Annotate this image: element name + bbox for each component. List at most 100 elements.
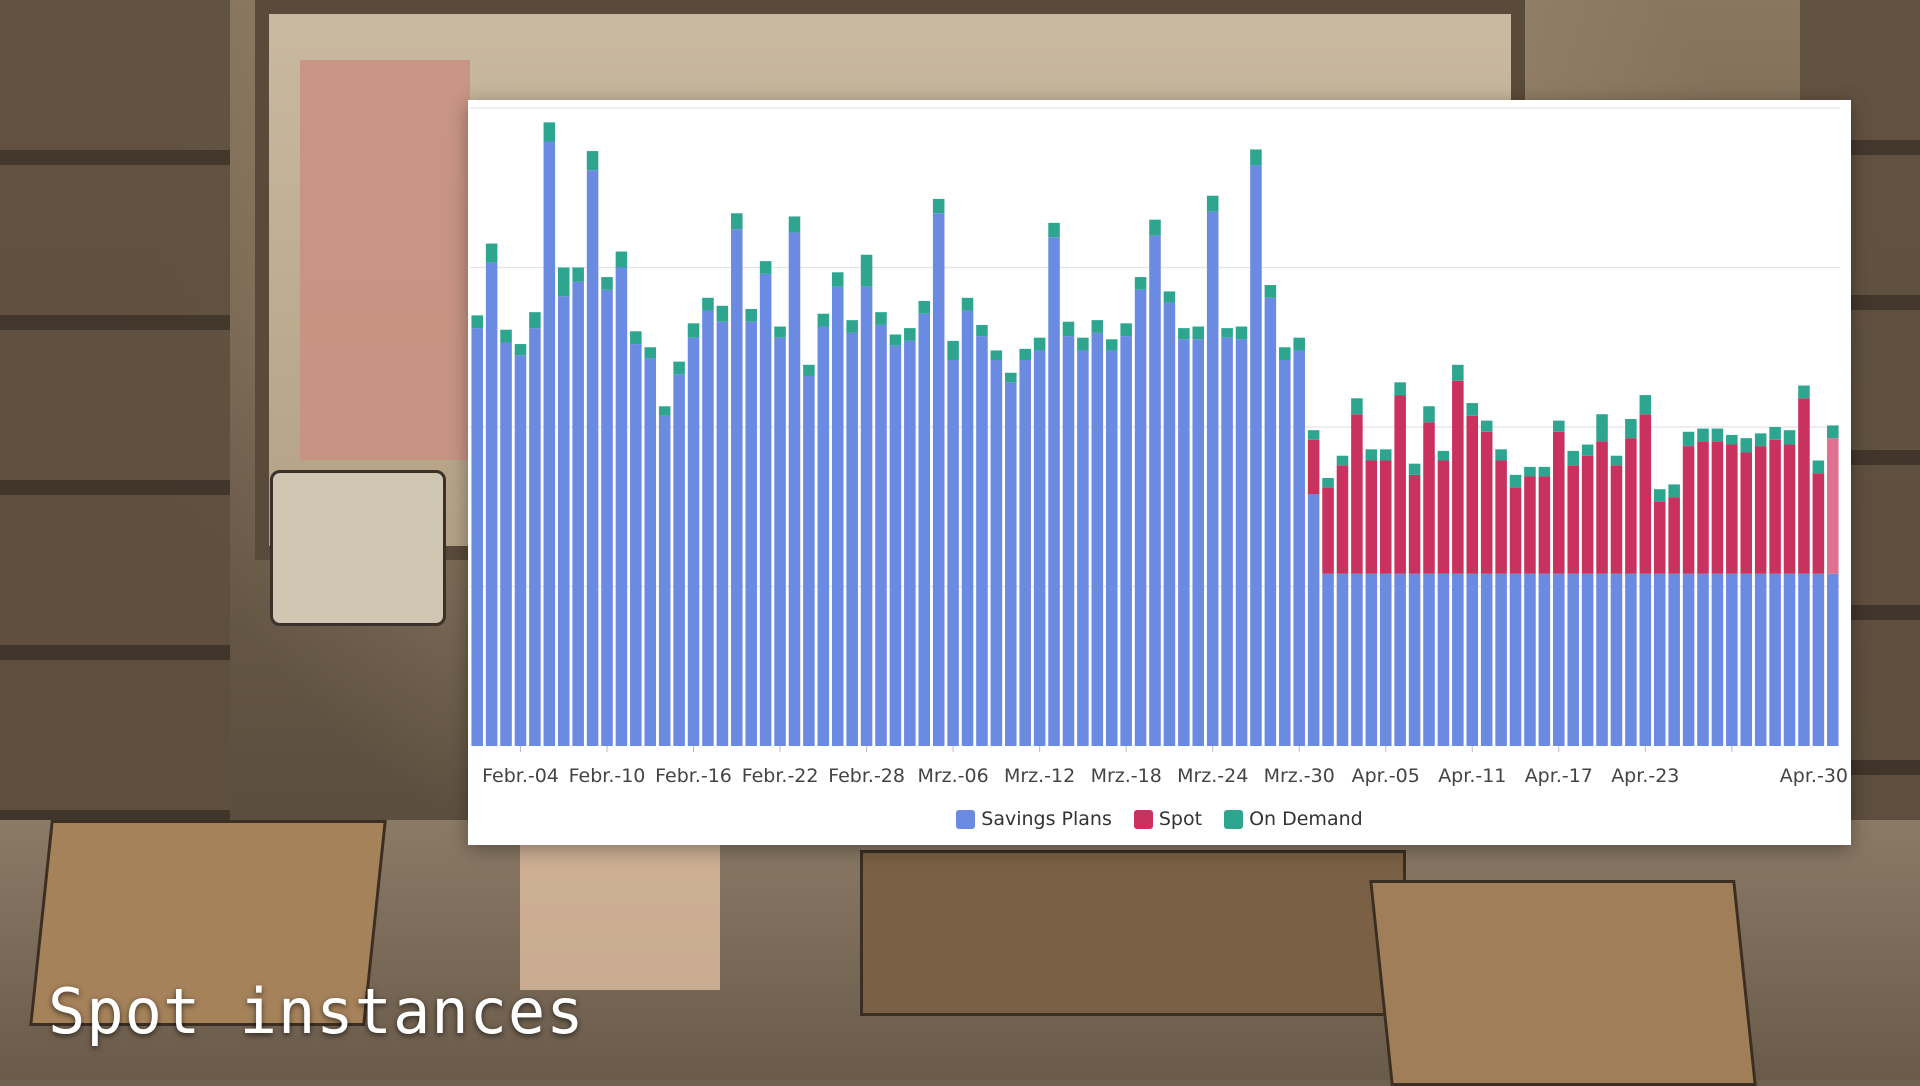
bar-spot[interactable] [1726, 444, 1738, 574]
bar-on-demand[interactable] [961, 297, 974, 311]
bar-savings-plans[interactable] [529, 328, 541, 746]
bar-on-demand[interactable] [990, 350, 1003, 361]
bar-on-demand[interactable] [803, 364, 815, 376]
bar-on-demand[interactable] [514, 344, 527, 356]
bar-savings-plans[interactable] [543, 141, 556, 747]
bar-savings-plans[interactable] [1754, 573, 1767, 746]
bar-savings-plans[interactable] [1653, 573, 1666, 746]
bar-savings-plans[interactable] [1134, 289, 1147, 746]
bar-savings-plans[interactable] [774, 337, 786, 746]
bar-on-demand[interactable] [500, 329, 512, 343]
bar-on-demand[interactable] [1005, 372, 1017, 383]
bar-spot[interactable] [1798, 398, 1810, 574]
bar-on-demand[interactable] [1379, 449, 1392, 461]
bar-on-demand[interactable] [1221, 328, 1233, 338]
bar-savings-plans[interactable] [1235, 339, 1248, 746]
bar-on-demand[interactable] [586, 151, 599, 171]
bar-savings-plans[interactable] [1379, 573, 1392, 746]
bar-on-demand[interactable] [1423, 406, 1435, 423]
bar-savings-plans[interactable] [1062, 336, 1075, 746]
bar-savings-plans[interactable] [1091, 332, 1104, 746]
bar-on-demand[interactable] [658, 406, 671, 416]
bar-savings-plans[interactable] [557, 296, 570, 746]
bar-spot[interactable] [1625, 438, 1637, 574]
bar-savings-plans[interactable] [500, 342, 512, 746]
bar-savings-plans[interactable] [1192, 339, 1205, 746]
bar-savings-plans[interactable] [630, 344, 642, 746]
bar-spot[interactable] [1423, 422, 1435, 574]
bar-on-demand[interactable] [1091, 320, 1104, 333]
bar-on-demand[interactable] [1235, 326, 1248, 340]
bar-savings-plans[interactable] [1437, 573, 1450, 746]
bar-on-demand[interactable] [1048, 222, 1060, 238]
bar-savings-plans[interactable] [1625, 573, 1637, 746]
bar-savings-plans[interactable] [1250, 165, 1262, 747]
bar-savings-plans[interactable] [1423, 573, 1435, 746]
bar-on-demand[interactable] [1783, 430, 1796, 445]
bar-spot[interactable] [1827, 438, 1839, 574]
bar-on-demand[interactable] [1293, 337, 1305, 351]
bar-savings-plans[interactable] [1711, 573, 1724, 746]
bar-savings-plans[interactable] [1726, 573, 1738, 746]
bar-spot[interactable] [1682, 446, 1695, 574]
bar-savings-plans[interactable] [1610, 573, 1623, 746]
bar-on-demand[interactable] [1769, 427, 1781, 440]
bar-on-demand[interactable] [1480, 420, 1493, 432]
bar-on-demand[interactable] [1163, 291, 1176, 303]
bar-savings-plans[interactable] [1596, 573, 1608, 746]
bar-savings-plans[interactable] [947, 360, 959, 746]
bar-on-demand[interactable] [1408, 463, 1421, 475]
bar-spot[interactable] [1697, 441, 1709, 574]
bar-on-demand[interactable] [1322, 478, 1334, 488]
bar-spot[interactable] [1567, 465, 1579, 574]
bar-on-demand[interactable] [716, 305, 729, 322]
bar-savings-plans[interactable] [673, 374, 685, 746]
bar-on-demand[interactable] [1581, 444, 1594, 456]
bar-on-demand[interactable] [976, 324, 988, 337]
bar-on-demand[interactable] [1740, 438, 1753, 453]
bar-spot[interactable] [1351, 414, 1363, 574]
bar-spot[interactable] [1668, 497, 1680, 574]
bar-spot[interactable] [1480, 431, 1493, 574]
bar-spot[interactable] [1379, 460, 1392, 574]
bar-savings-plans[interactable] [1827, 573, 1839, 746]
bar-on-demand[interactable] [1711, 428, 1724, 442]
bar-on-demand[interactable] [904, 328, 916, 341]
bar-savings-plans[interactable] [1538, 573, 1551, 746]
bar-on-demand[interactable] [1509, 474, 1522, 488]
bar-spot[interactable] [1365, 460, 1378, 574]
bar-on-demand[interactable] [745, 308, 757, 322]
bar-savings-plans[interactable] [1163, 302, 1176, 746]
bar-spot[interactable] [1812, 473, 1825, 574]
bar-on-demand[interactable] [1524, 466, 1536, 477]
bar-savings-plans[interactable] [1466, 573, 1479, 746]
bar-savings-plans[interactable] [1769, 573, 1781, 746]
bar-on-demand[interactable] [889, 334, 902, 346]
bar-savings-plans[interactable] [1264, 297, 1277, 746]
bar-on-demand[interactable] [774, 326, 786, 338]
bar-on-demand[interactable] [1279, 347, 1291, 361]
bar-savings-plans[interactable] [961, 310, 974, 746]
bar-savings-plans[interactable] [1307, 493, 1320, 746]
bar-on-demand[interactable] [947, 340, 959, 361]
bar-savings-plans[interactable] [788, 232, 801, 746]
bar-on-demand[interactable] [1062, 321, 1075, 337]
bar-spot[interactable] [1596, 441, 1608, 574]
bar-savings-plans[interactable] [1221, 337, 1233, 746]
bar-on-demand[interactable] [1639, 395, 1652, 415]
bar-savings-plans[interactable] [831, 286, 844, 746]
bar-on-demand[interactable] [572, 267, 584, 282]
bar-savings-plans[interactable] [904, 340, 916, 746]
bar-on-demand[interactable] [1365, 449, 1378, 461]
bar-on-demand[interactable] [1553, 420, 1565, 432]
bar-savings-plans[interactable] [1178, 339, 1190, 746]
bar-spot[interactable] [1538, 476, 1551, 574]
bar-spot[interactable] [1408, 474, 1421, 574]
bar-savings-plans[interactable] [485, 262, 498, 746]
bar-savings-plans[interactable] [1697, 573, 1709, 746]
bar-spot[interactable] [1452, 380, 1464, 574]
bar-savings-plans[interactable] [658, 415, 671, 746]
bar-spot[interactable] [1509, 487, 1522, 574]
bar-on-demand[interactable] [543, 122, 556, 142]
bar-on-demand[interactable] [601, 277, 613, 290]
